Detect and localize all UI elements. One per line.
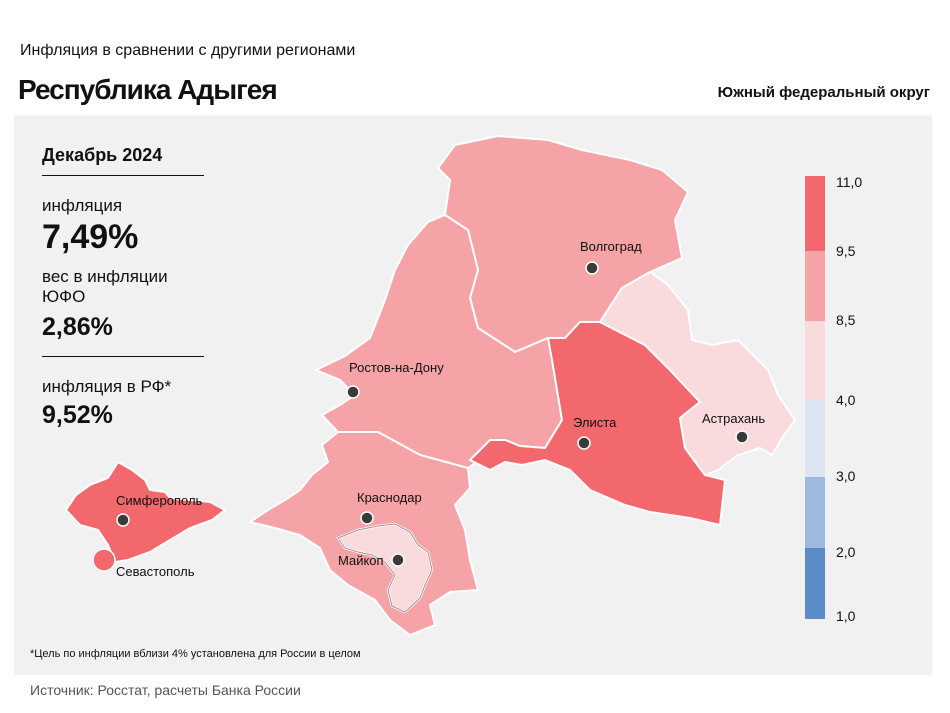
inflation-label: инфляция [42,196,123,215]
period-label: Декабрь 2024 [42,145,163,165]
color-legend: 11,0 9,5 8,5 4,0 3,0 2,0 1,0 [805,174,862,624]
legend-tick-7: 1,0 [836,608,856,624]
divider-bottom [42,356,204,357]
city-label-rostov: Ростов-на-Дону [349,360,444,375]
inflation-value: 7,49% [42,218,139,256]
city-label-astrakhan: Астрахань [702,411,765,426]
regions-map: Волгоград Ростов-на-Дону Элиста Астрахан… [64,134,862,637]
legend-tick-3: 8,5 [836,312,856,328]
city-dot-astrakhan [735,430,749,444]
legend-bin-6 [805,548,825,619]
city-label-elista: Элиста [573,415,617,430]
city-label-krasnodar: Краснодар [357,490,422,505]
divider-top [42,175,204,176]
city-dot-simferopol [116,513,130,527]
legend-tick-2: 9,5 [836,243,856,259]
legend-bin-1 [805,176,825,251]
city-label-sevastopol: Севастополь [116,564,195,579]
source-note: Источник: Росстат, расчеты Банка России [30,682,301,698]
federal-district-label: Южный федеральный округ [717,84,930,101]
weight-value: 2,86% [42,313,113,341]
legend-tick-6: 2,0 [836,544,856,560]
city-dot-elista [577,436,591,450]
region-sevastopol[interactable] [92,548,116,572]
city-label-volgograd: Волгоград [580,239,642,254]
footnote: *Цель по инфляции вблизи 4% установлена … [30,648,361,660]
legend-tick-4: 4,0 [836,392,856,408]
legend-tick-5: 3,0 [836,468,856,484]
city-label-simferopol: Симферополь [116,493,203,508]
city-label-maykop: Майкоп [338,553,384,568]
weight-label: вес в инфляции ЮФО [42,267,168,306]
page-title: Республика Адыгея [18,74,278,105]
info-block: Декабрь 2024 инфляция 7,49% вес в инфляц… [42,145,204,430]
legend-tick-1: 11,0 [836,174,862,190]
map-panel: Декабрь 2024 инфляция 7,49% вес в инфляц… [14,115,932,675]
subtitle: Инфляция в сравнении с другими регионами [20,42,356,59]
region-astrakhan[interactable] [598,270,797,477]
legend-bin-4 [805,399,825,477]
city-dot-maykop [391,553,405,567]
legend-bin-3 [805,321,825,399]
rf-inflation-label: инфляция в РФ* [42,377,172,396]
region-adygea-outline [337,523,433,613]
legend-bin-2 [805,251,825,321]
city-dot-volgograd [585,261,599,275]
region-crimea[interactable] [64,460,227,564]
rf-inflation-value: 9,52% [42,401,113,429]
city-dot-krasnodar [360,511,374,525]
city-dot-rostov [346,385,360,399]
legend-bin-5 [805,477,825,548]
